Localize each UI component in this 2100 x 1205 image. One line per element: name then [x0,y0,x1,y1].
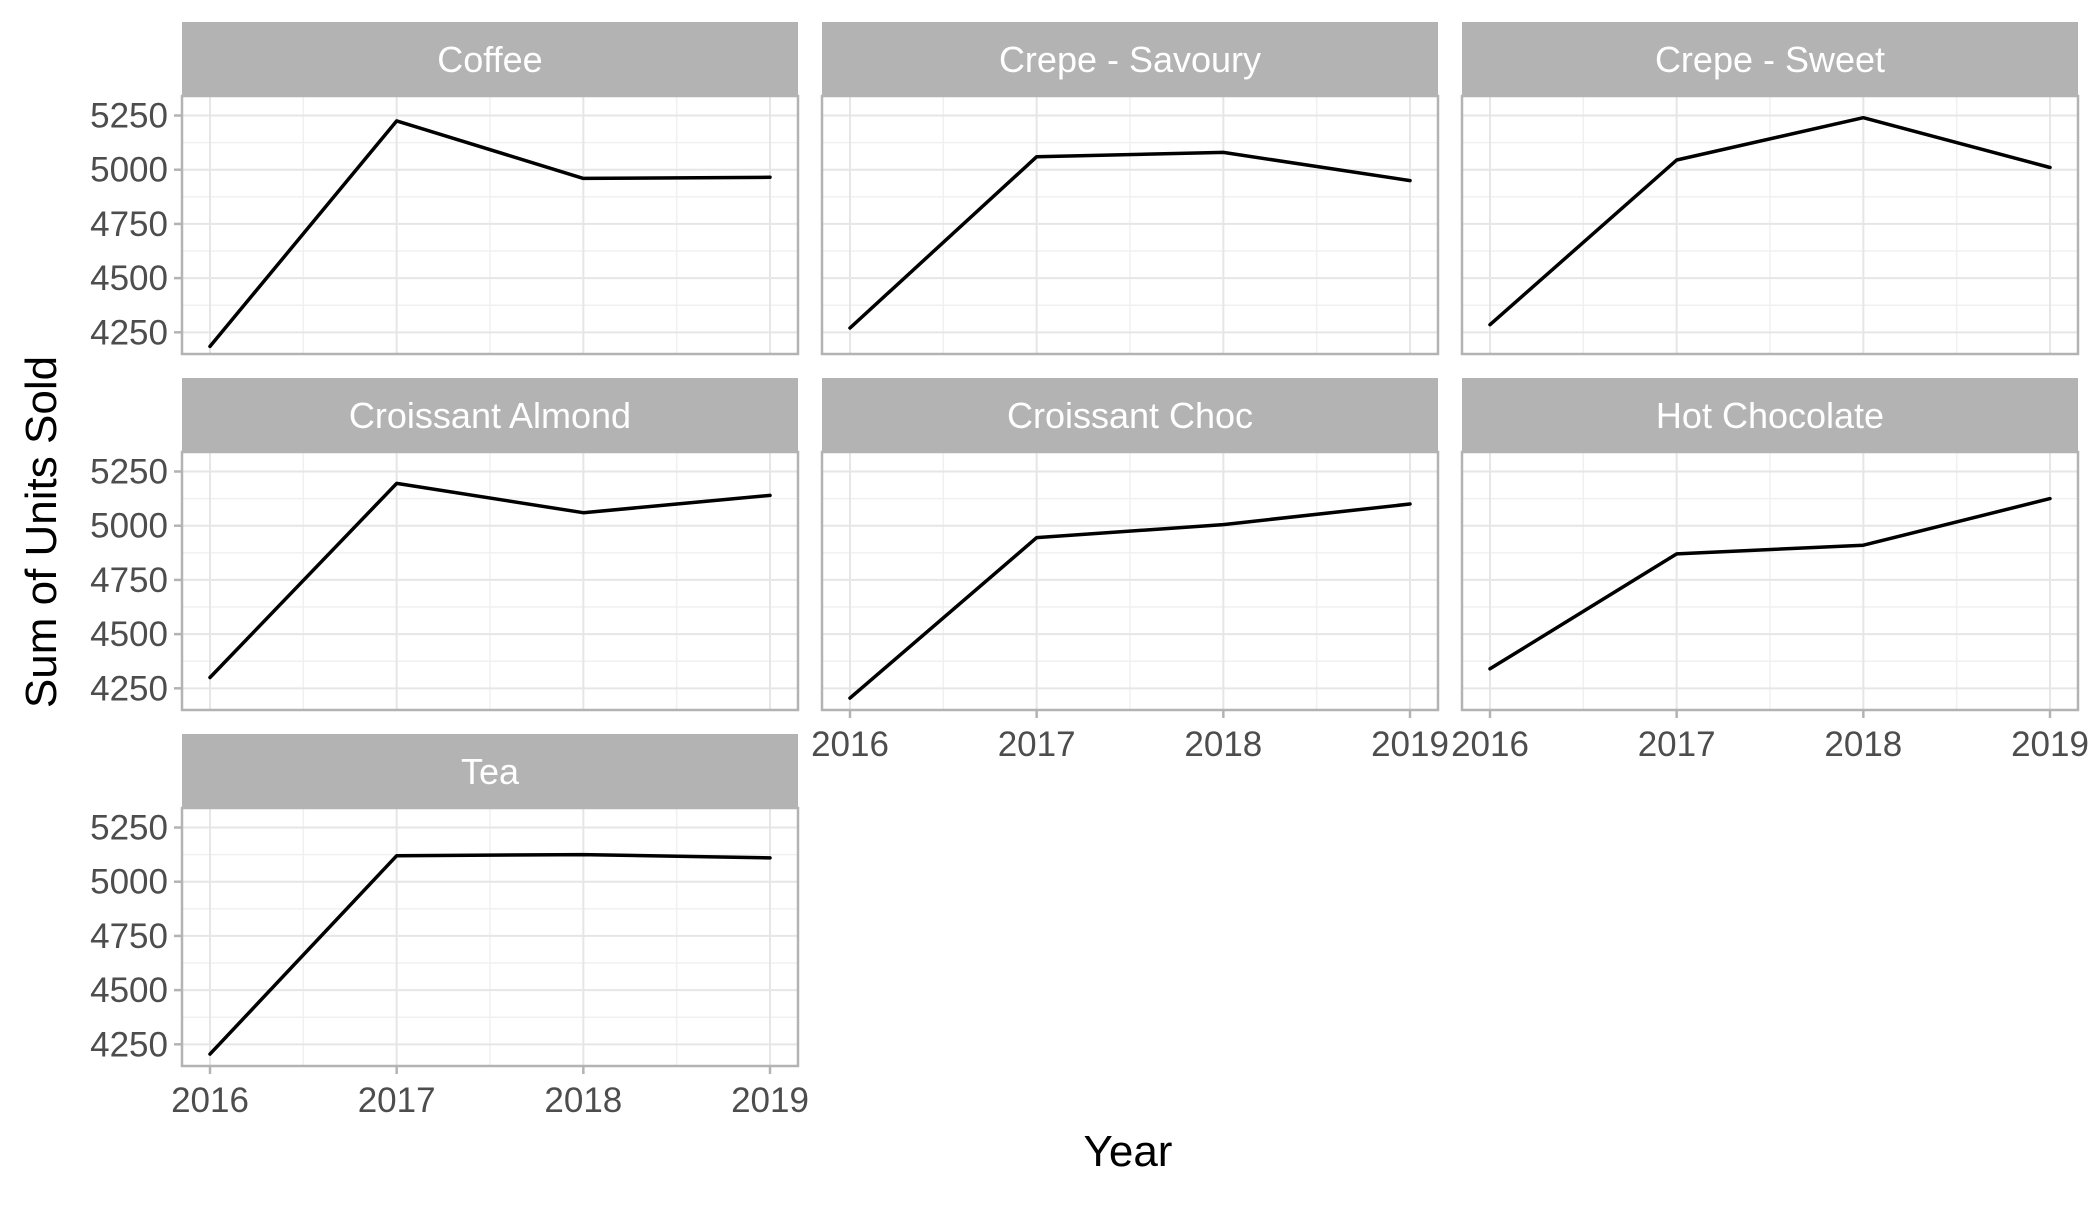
facet-strip [822,378,1438,452]
facet-panel-coffee: Coffee 4250 4500 4750 5000 5250 [90,22,800,356]
y-tick-label: 4750 [90,917,168,956]
y-tick-label: 4250 [90,669,168,708]
x-tick-label: 2017 [998,725,1076,764]
facet-panel-croissant-choc: Croissant Choc 2016 2017 2018 2019 [811,378,1449,764]
y-tick-label: 4500 [90,615,168,654]
facet-strip-label: Hot Chocolate [1656,395,1884,436]
facet-strip-label: Crepe - Sweet [1655,39,1885,80]
x-tick-label: 2019 [2011,725,2089,764]
x-tick-label: 2019 [731,1081,809,1120]
facet-strip [822,22,1438,96]
series-line-coffee [208,119,772,349]
facet-panels: Coffee 4250 4500 4750 5000 5250 Crepe - Savour… [90,22,2089,1120]
x-axis-title: Year [1084,1127,1173,1176]
series-line-tea [208,852,772,1056]
y-tick-label: 5250 [90,809,168,848]
y-tick-label: 4750 [90,205,168,244]
facet-strip-label: Tea [461,751,520,792]
x-tick-label: 2018 [1184,725,1262,764]
y-tick-label: 5000 [90,151,168,190]
facet-strip-label: Croissant Choc [1007,395,1253,436]
facet-strip [182,22,798,96]
facet-strip-label: Coffee [437,39,542,80]
y-tick-label: 4500 [90,971,168,1010]
x-tick-label: 2017 [358,1081,436,1120]
y-tick-label: 4250 [90,1025,168,1064]
facet-panel-crepe-savoury: Crepe - Savoury [820,22,1440,356]
y-tick-label: 4500 [90,259,168,298]
x-tick-label: 2019 [1371,725,1449,764]
facet-strip [182,378,798,452]
series-line-crepe-sweet [1488,115,2052,327]
series-line-crepe-savoury [848,150,1412,330]
facet-strip-label: Croissant Almond [349,395,631,436]
x-tick-label: 2016 [811,725,889,764]
facet-strip-label: Crepe - Savoury [999,39,1261,80]
x-tick-label: 2017 [1638,725,1716,764]
y-tick-label: 5000 [90,507,168,546]
series-line-croissant-almond [208,481,772,680]
x-tick-label: 2016 [1451,725,1529,764]
series-line-croissant-choc [848,502,1412,700]
y-tick-label: 4250 [90,313,168,352]
facet-strip [1462,22,2078,96]
y-tick-label: 5000 [90,863,168,902]
x-tick-label: 2018 [544,1081,622,1120]
facet-panel-croissant-almond: Croissant Almond 4250 4500 4750 5000 5250 [90,378,800,712]
y-tick-label: 5250 [90,97,168,136]
y-tick-label: 5250 [90,453,168,492]
x-tick-label: 2018 [1824,725,1902,764]
facet-strip [1462,378,2078,452]
facet-panel-tea: Tea 4250 4500 4750 5000 5250 2016 2017 2018 2019 [90,734,809,1120]
series-line-hot-chocolate [1488,496,2052,671]
facet-panel-crepe-sweet: Crepe - Sweet [1460,22,2080,356]
y-axis-title: Sum of Units Sold [17,356,66,708]
facet-strip [182,734,798,808]
facet-panel-hot-chocolate: Hot Chocolate 2016 2017 2018 2019 [1451,378,2089,764]
y-tick-label: 4750 [90,561,168,600]
x-tick-label: 2016 [171,1081,249,1120]
